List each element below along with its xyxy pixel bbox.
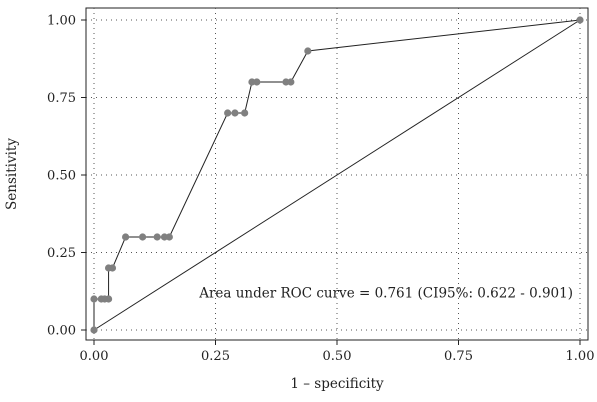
- x-tick-label: 0.00: [80, 349, 109, 364]
- roc-point: [304, 47, 312, 55]
- x-tick-label: 1.00: [566, 349, 595, 364]
- x-axis-title: 1 – specificity: [290, 376, 384, 392]
- x-tick-label: 0.50: [323, 349, 352, 364]
- roc-point: [253, 78, 261, 86]
- roc-point: [241, 109, 249, 117]
- roc-point: [224, 109, 232, 117]
- tick-marks: [81, 19, 581, 345]
- reference-diagonal: [93, 19, 581, 331]
- roc-point: [90, 326, 98, 334]
- y-axis-title: Sensitivity: [4, 138, 20, 210]
- roc-point: [104, 295, 113, 303]
- x-tick-label: 0.25: [201, 349, 230, 364]
- roc-point: [576, 16, 584, 24]
- roc-point: [153, 233, 161, 241]
- y-tick-label: 0.25: [47, 246, 76, 261]
- y-tick-label: 0.50: [47, 169, 76, 184]
- roc-point: [121, 233, 130, 241]
- x-tick-label: 0.75: [444, 349, 473, 364]
- roc-point: [108, 264, 117, 272]
- roc-point: [165, 233, 173, 241]
- roc-points: [90, 16, 584, 334]
- roc-point: [231, 109, 239, 117]
- auc-annotation: Area under ROC curve = 0.761 (CI95%: 0.6…: [198, 285, 573, 301]
- roc-point: [139, 233, 147, 241]
- y-tick-label: 1.00: [47, 14, 76, 29]
- roc-point: [287, 78, 295, 86]
- y-tick-label: 0.00: [47, 324, 76, 339]
- y-tick-label: 0.75: [47, 91, 76, 106]
- tick-labels: 0.00 0.25 0.50 0.75 1.00 0.00 0.25 0.50 0.75 1.00: [47, 14, 594, 365]
- roc-point: [90, 295, 98, 303]
